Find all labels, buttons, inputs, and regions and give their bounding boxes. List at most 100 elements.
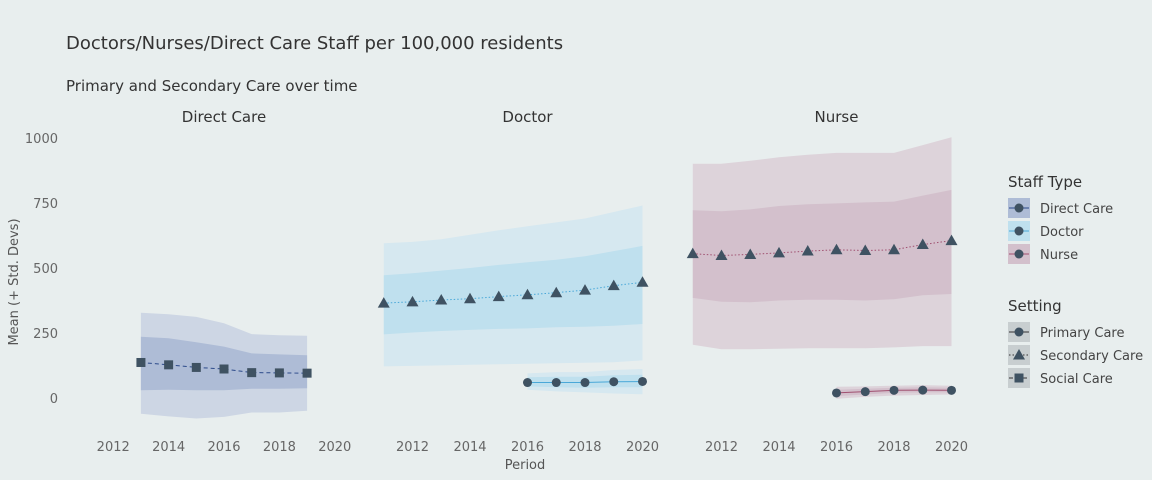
data-point-2012 [715, 249, 728, 260]
x-tick-label-2014: 2014 [152, 440, 185, 455]
data-point-2018 [889, 385, 899, 395]
data-point-2016 [219, 364, 229, 374]
data-point-2019 [302, 368, 312, 378]
series-nurse-primary-care [832, 385, 956, 399]
y-tick-label-750: 750 [33, 197, 58, 212]
data-point-2011 [686, 247, 699, 259]
legend-title-setting: Setting [1008, 297, 1062, 315]
data-point-2013 [136, 357, 146, 367]
data-point-2018 [888, 243, 900, 255]
x-tick-label-2012: 2012 [396, 440, 429, 455]
data-point-2017 [859, 244, 872, 256]
y-tick-label-500: 500 [33, 262, 58, 277]
series-direct-care-social-care [136, 312, 312, 419]
data-point-2016 [832, 388, 841, 398]
data-point-2020 [636, 276, 649, 287]
y-tick-label-250: 250 [33, 327, 58, 342]
data-point-2019 [607, 279, 620, 291]
data-point-2017 [247, 368, 257, 378]
chart-subtitle: Primary and Secondary Care over time [66, 77, 358, 95]
band-1sd [140, 336, 308, 391]
x-tick-label-2020: 2020 [626, 440, 659, 455]
y-tick-label-0: 0 [50, 392, 58, 407]
legend-label: Social Care [1040, 372, 1113, 387]
legend-key-marker [1014, 373, 1024, 383]
facet-title-doctor: Doctor [502, 108, 553, 126]
legend-key-marker [1014, 327, 1024, 337]
y-axis-label: Mean (+ Std. Devs) [7, 218, 22, 345]
band-1sd [692, 189, 952, 303]
legend-label: Direct Care [1040, 202, 1113, 217]
legend: Staff Type Direct Care Doctor Nurse Setting P… [1008, 173, 1143, 388]
legend-item-direct-care: Direct Care [1008, 198, 1113, 218]
data-point-2017 [551, 378, 561, 388]
data-point-2019 [916, 238, 929, 250]
legend-label: Doctor [1040, 225, 1084, 240]
series-doctor-secondary-care [377, 205, 649, 367]
data-point-2015 [191, 362, 201, 372]
x-tick-label-2016: 2016 [207, 440, 240, 455]
data-point-2011 [377, 297, 390, 308]
series-doctor-primary-care [523, 369, 647, 395]
x-tick-label-2012: 2012 [705, 440, 738, 455]
series-nurse-secondary-care [686, 137, 958, 350]
y-tick-label-1000: 1000 [25, 132, 58, 147]
legend-item-secondary-care: Secondary Care [1008, 345, 1143, 365]
data-point-2016 [830, 243, 843, 255]
data-point-2014 [164, 360, 174, 370]
data-point-2019 [918, 385, 928, 395]
x-tick-label-2012: 2012 [97, 440, 130, 455]
x-axis-label: Period [505, 458, 546, 473]
x-tick-label-2018: 2018 [568, 440, 601, 455]
legend-title-staff-type: Staff Type [1008, 173, 1082, 191]
band-1sd [383, 245, 643, 335]
x-tick-label-2020: 2020 [318, 440, 351, 455]
legend-key-marker [1013, 349, 1025, 360]
data-point-2016 [523, 378, 532, 388]
data-point-2018 [579, 284, 591, 295]
facet-doctor: Doctor 2012 2014 2016 2018 2020 [377, 108, 659, 455]
data-point-2015 [492, 290, 505, 302]
data-point-2017 [860, 387, 870, 397]
mean-line [692, 240, 952, 257]
data-point-2013 [744, 248, 757, 259]
mean-line [383, 281, 643, 304]
x-tick-label-2014: 2014 [762, 440, 795, 455]
facet-nurse: Nurse 2012 2014 2016 2018 2020 [686, 108, 968, 455]
legend-label: Secondary Care [1040, 349, 1143, 364]
facet-title-nurse: Nurse [815, 108, 859, 126]
legend-item-social-care: Social Care [1008, 368, 1113, 388]
x-tick-label-2018: 2018 [877, 440, 910, 455]
legend-key-marker [1014, 249, 1024, 259]
data-point-2020 [947, 385, 956, 395]
facets: Direct Care 2012 2014 2016 2018 2020 Doctor 201… [97, 108, 968, 455]
y-axis: 0 250 500 750 1000 [25, 132, 58, 407]
x-tick-label-2014: 2014 [453, 440, 486, 455]
x-tick-label-2016: 2016 [820, 440, 853, 455]
legend-key-marker [1014, 226, 1024, 236]
x-tick-label-2016: 2016 [511, 440, 544, 455]
facet-direct-care: Direct Care 2012 2014 2016 2018 2020 [97, 108, 352, 455]
data-point-2014 [773, 246, 785, 258]
legend-item-nurse: Nurse [1008, 244, 1078, 264]
legend-key-marker [1014, 203, 1024, 213]
data-point-2020 [945, 234, 958, 246]
data-point-2012 [406, 295, 419, 307]
x-tick-label-2018: 2018 [263, 440, 296, 455]
data-point-2015 [801, 245, 814, 256]
legend-item-doctor: Doctor [1008, 221, 1084, 241]
data-point-2016 [521, 288, 534, 300]
data-point-2014 [464, 292, 476, 304]
chart-title: Doctors/Nurses/Direct Care Staff per 100… [66, 33, 563, 54]
data-point-2017 [550, 286, 563, 298]
legend-label: Primary Care [1040, 326, 1124, 341]
legend-item-primary-care: Primary Care [1008, 322, 1124, 342]
data-point-2018 [580, 378, 590, 388]
legend-label: Nurse [1040, 248, 1078, 263]
data-point-2018 [274, 368, 284, 378]
data-point-2019 [609, 377, 619, 387]
facet-title-direct-care: Direct Care [182, 108, 266, 126]
data-point-2013 [435, 294, 448, 305]
data-point-2020 [638, 376, 647, 386]
